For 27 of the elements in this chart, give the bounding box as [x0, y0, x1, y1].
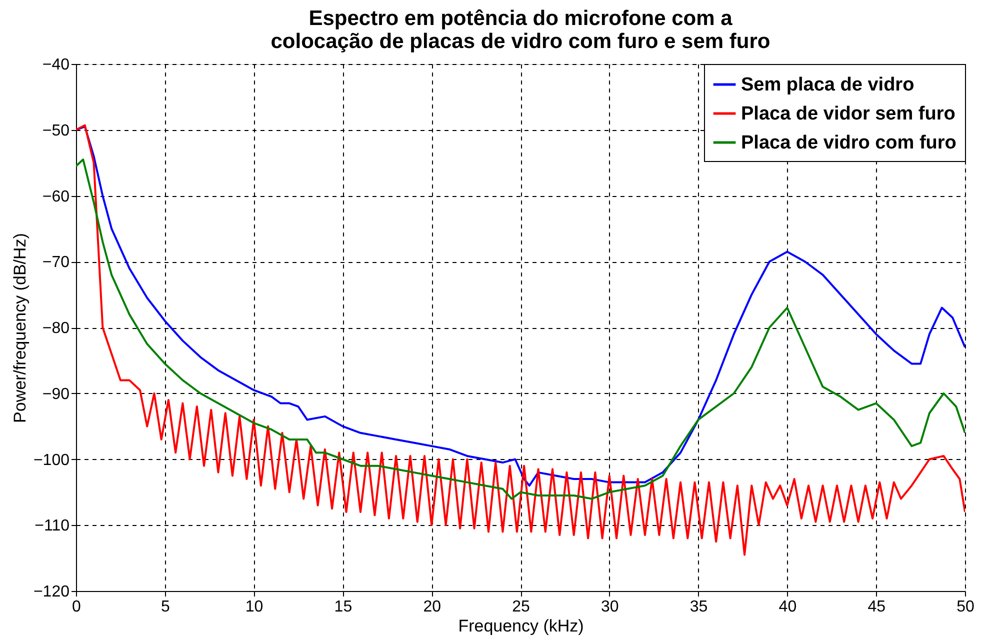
- x-tick-label: 50: [956, 598, 974, 616]
- y-tick-label: −70: [42, 254, 70, 272]
- x-axis-title: Frequency (kHz): [458, 616, 584, 636]
- y-tick-label: −50: [42, 122, 70, 140]
- y-tick-label: −110: [34, 518, 70, 535]
- x-tick-label: 5: [160, 598, 170, 616]
- x-tick-label: 15: [334, 598, 352, 616]
- y-tick-label: −120: [33, 584, 70, 600]
- legend-label: Placa de vidro com furo: [741, 132, 956, 154]
- x-tick-label: 30: [601, 598, 619, 616]
- line-series: [76, 124, 965, 556]
- x-tick-label: 0: [72, 598, 82, 616]
- chart-title: Espectro em potência do microfone com a colocação de placas de vidro com furo e sem furo: [270, 7, 770, 53]
- legend-label: Placa de vidor sem furo: [741, 104, 956, 124]
- y-tick-label: −100: [33, 452, 70, 469]
- x-tick-label: 40: [778, 598, 797, 616]
- y-tick-label: −80: [42, 320, 70, 337]
- y-tick-label: −60: [42, 188, 70, 206]
- y-tick-label: −40: [42, 56, 70, 74]
- y-axis-title: Power/frequency (dB/Hz): [10, 233, 30, 423]
- x-tick-label: 45: [868, 598, 886, 616]
- legend-label: Sem placa de vidro: [741, 74, 914, 96]
- y-tick-label: −90: [42, 386, 70, 403]
- x-tick-label: 35: [690, 598, 708, 616]
- x-tick-label: 20: [423, 598, 442, 616]
- x-tick-label: 25: [512, 598, 530, 616]
- x-tick-label: 10: [245, 598, 264, 616]
